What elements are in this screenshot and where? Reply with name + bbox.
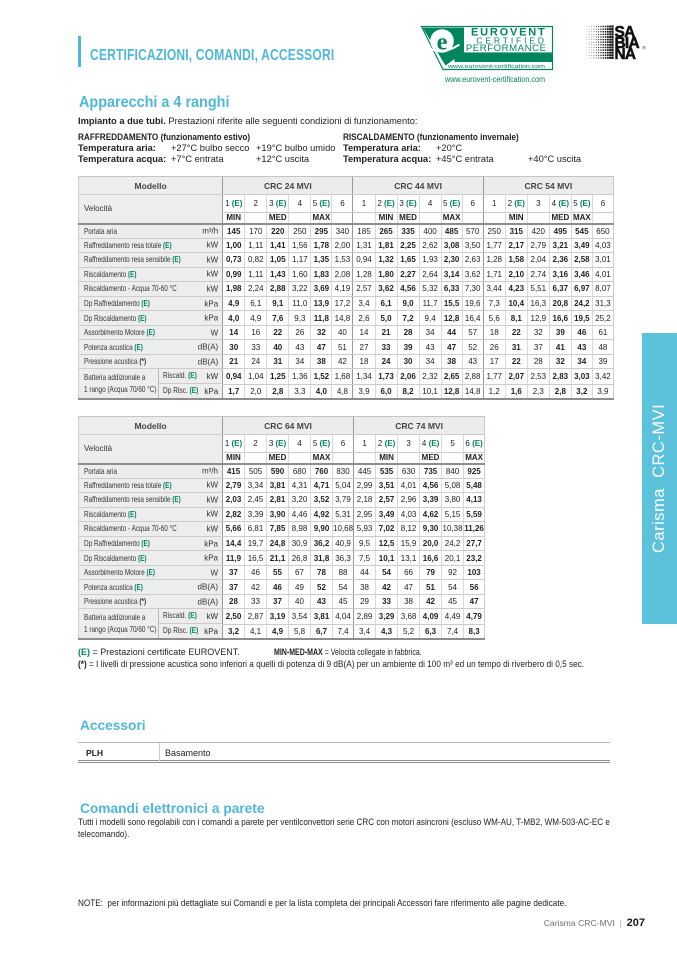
svg-text:NA: NA	[615, 46, 636, 63]
svg-text:EUROVENT: EUROVENT	[471, 27, 547, 39]
svg-text:CERTIFIED: CERTIFIED	[476, 35, 546, 45]
svg-text:e: e	[437, 29, 448, 56]
svg-text:www.eurovent-certification.com: www.eurovent-certification.com	[444, 75, 545, 84]
svg-text:www.eurovent-certification.com: www.eurovent-certification.com	[448, 64, 545, 70]
svg-text:BIA: BIA	[615, 35, 640, 52]
svg-text:PERFORMANCE: PERFORMANCE	[466, 43, 547, 54]
svg-text:®: ®	[643, 45, 647, 51]
svg-text:SA: SA	[615, 24, 636, 41]
